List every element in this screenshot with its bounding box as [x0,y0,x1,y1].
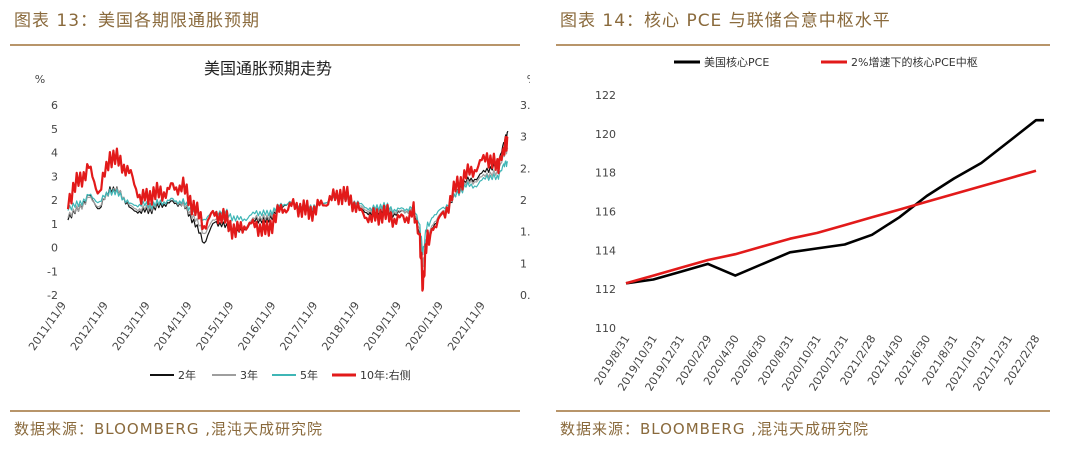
right-title-divider [556,44,1050,46]
left-figure-title: 图表 13：美国各期限通胀预期 [14,11,261,31]
left-source-divider [10,410,520,412]
y-tick-label: 120 [595,128,616,141]
y-tick-label: 112 [595,283,616,296]
right-figure-title: 图表 14：核心 PCE 与联储合意中枢水平 [560,11,891,31]
y-tick-label: 1 [51,218,58,231]
y-tick-label: 122 [595,89,616,102]
left-chart-title: 美国通胀预期走势 [204,59,332,78]
y-right-tick-label: 3.5 [520,99,530,112]
y-right-tick-label: 2 [520,194,527,207]
y-tick-label: -2 [47,289,58,302]
y-right-tick-label: 1 [520,257,527,270]
x-tick-label: 2020/11/9 [403,299,446,353]
legend-label: 2年 [178,368,196,382]
left-axis-unit: % [35,73,45,86]
right-source-divider [556,410,1050,412]
y-right-tick-label: 2.5 [520,162,530,175]
legend-label: 3年 [240,368,258,382]
y-tick-label: 0 [51,242,58,255]
inflation-expectations-chart: 美国通胀预期走势 % % -2 -1 0 1 2 3 4 5 6 0.5 1 1.5 2 2.5 3 3.5… [26,59,530,382]
legend-label: 5年 [300,368,318,382]
legend-label: 2%增速下的核心PCE中枢 [851,55,978,69]
y-tick-label: 118 [595,167,616,180]
legend-label: 美国核心PCE [704,55,769,69]
x-tick-label: 2013/11/9 [110,299,153,353]
x-tick-label: 2021/11/9 [445,299,488,353]
x-tick-label: 2014/11/9 [152,299,195,353]
core-pce-chart: 美国核心PCE 2%增速下的核心PCE中枢 110 112 114 116 118 120 1… [592,55,1044,392]
y-right-tick-label: 0.5 [520,289,530,302]
x-tick-label: 2019/11/9 [361,299,404,353]
x-tick-label: 2017/11/9 [277,299,320,353]
legend-label: 10年:右侧 [360,368,411,382]
y-tick-label: 110 [595,322,616,335]
y-tick-label: 2 [51,194,58,207]
y-tick-label: 116 [595,206,616,219]
right-axis-unit: % [527,73,530,86]
series-line-target [625,169,1037,285]
y-right-tick-label: 3 [520,131,527,144]
y-tick-label: 4 [51,147,58,160]
x-tick-label: 2011/11/9 [26,299,69,353]
series-line-y10 [66,135,509,292]
x-tick-label: 2015/11/9 [194,299,237,353]
y-tick-label: 114 [595,244,616,257]
left-source-note: 数据来源：BLOOMBERG ,混沌天成研究院 [14,420,324,438]
y-tick-label: 5 [51,123,58,136]
x-tick-label: 2012/11/9 [68,299,111,353]
x-tick-label: 2018/11/9 [319,299,362,353]
y-right-tick-label: 1.5 [520,226,530,239]
y-tick-label: -1 [47,265,58,278]
left-title-divider [10,44,520,46]
y-tick-label: 6 [51,99,58,112]
y-tick-label: 3 [51,170,58,183]
right-source-note: 数据来源：BLOOMBERG ,混沌天成研究院 [560,420,870,438]
x-tick-label: 2016/11/9 [236,299,279,353]
series-line-pce [625,118,1044,285]
